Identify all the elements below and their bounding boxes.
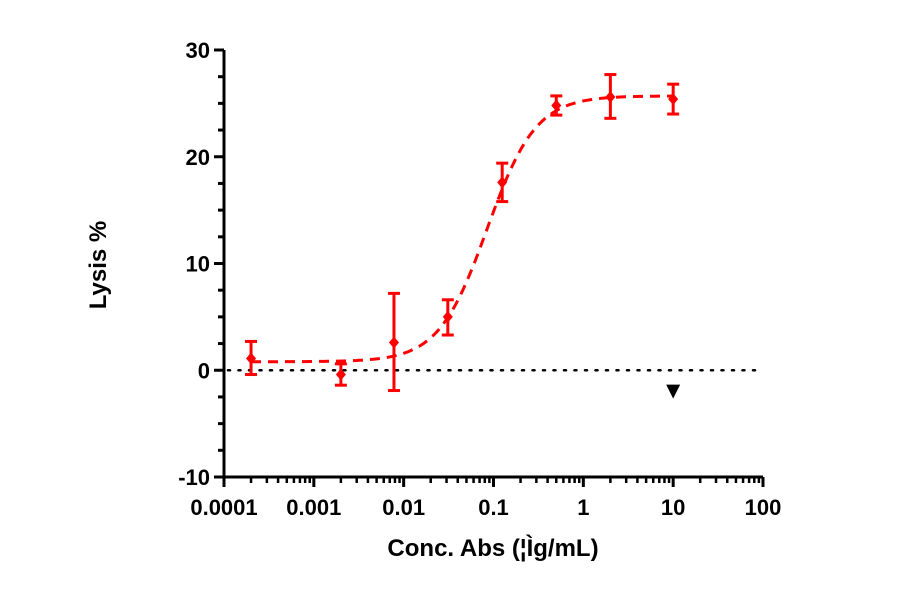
y-tick-label: 10	[186, 252, 210, 277]
y-tick-label: 30	[186, 38, 210, 63]
data-point	[604, 73, 617, 120]
diamond-marker-icon	[442, 310, 453, 323]
x-tick-label: 0.0001	[190, 495, 257, 520]
data-point	[496, 161, 509, 204]
x-tick-label: 0.01	[382, 495, 425, 520]
y-axis: -10 0 10 20 30	[178, 38, 226, 490]
triangle-down-marker-icon	[666, 384, 681, 399]
data-point	[667, 82, 680, 116]
diamond-marker-icon	[605, 90, 616, 103]
diamond-marker-icon	[668, 93, 679, 106]
x-tick-label: 1	[577, 495, 589, 520]
diamond-marker-icon	[388, 336, 399, 349]
x-tick-label: 100	[745, 495, 782, 520]
y-axis-title: Lysis %	[85, 221, 112, 310]
sigmoid-fit-line	[251, 94, 674, 364]
y-tick-label: 20	[186, 145, 210, 170]
x-tick-label: 0.1	[478, 495, 509, 520]
diamond-marker-icon	[551, 99, 562, 112]
diamond-marker-icon	[497, 176, 508, 189]
y-tick-label: -10	[178, 465, 210, 490]
y-tick-label: 0	[198, 358, 210, 383]
x-tick-label: 10	[661, 495, 685, 520]
x-axis-title: Conc. Abs (¦Ìg/mL)	[387, 534, 598, 562]
fit-curve	[251, 94, 674, 364]
data-point	[550, 94, 563, 117]
data-points	[245, 73, 681, 399]
diamond-marker-icon	[246, 352, 257, 365]
x-tick-label: 0.001	[286, 495, 341, 520]
data-point	[441, 298, 454, 337]
data-point	[245, 339, 258, 377]
diamond-marker-icon	[335, 368, 346, 381]
data-point	[387, 291, 400, 393]
x-axis: 0.0001 0.001 0.01 0.1 1 10 100	[190, 475, 782, 520]
data-point	[334, 362, 347, 387]
